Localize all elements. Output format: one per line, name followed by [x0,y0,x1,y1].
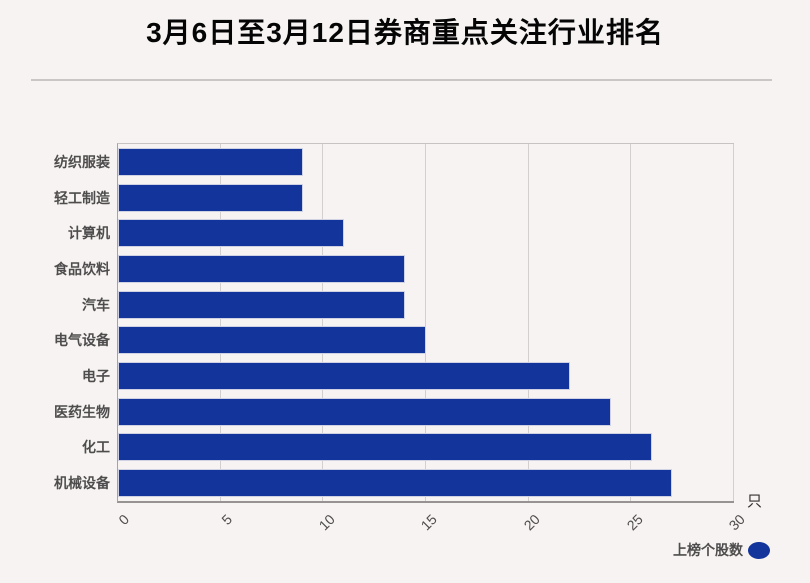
bar-5 [118,290,406,319]
gridline [630,144,632,501]
axis-unit-label: 只 [747,493,763,510]
bar-9 [118,433,652,462]
gridline [322,144,324,501]
x-tick-label: 10 [315,511,338,534]
bar-10 [118,469,673,498]
legend: 上榜个股数 [673,540,770,560]
category-label: 食品饮料 [54,260,110,277]
gridline [733,144,734,501]
x-tick-label: 25 [623,511,646,534]
category-label: 医药生物 [54,403,110,420]
x-tick-label: 30 [725,511,749,534]
gridline [527,144,529,501]
legend-marker-icon [748,541,770,559]
category-label: 电子 [82,368,110,385]
category-label: 机械设备 [54,475,110,492]
bar-8 [118,397,611,426]
bar-6 [118,326,426,355]
category-label: 化工 [82,439,110,456]
title-divider [31,79,772,81]
bar-2 [118,183,303,212]
category-label: 纺织服装 [54,153,110,170]
gridline [219,144,221,501]
bar-4 [118,254,406,283]
category-label: 轻工制造 [54,189,110,206]
legend-label: 上榜个股数 [673,542,743,558]
gridline [425,144,426,501]
x-tick-label: 5 [218,511,235,528]
page-title: 3月6日至3月12日券商重点关注行业排名 [146,17,664,48]
bar-chart-plot-area [117,143,734,503]
bar-3 [118,219,344,248]
bar-7 [118,362,570,391]
x-tick-label: 15 [417,511,441,534]
x-tick-label: 20 [520,511,543,534]
category-label: 计算机 [68,225,110,242]
bar-1 [118,147,303,176]
x-tick-label: 0 [115,511,133,528]
category-label: 电气设备 [54,332,110,349]
category-label: 汽车 [82,296,110,313]
